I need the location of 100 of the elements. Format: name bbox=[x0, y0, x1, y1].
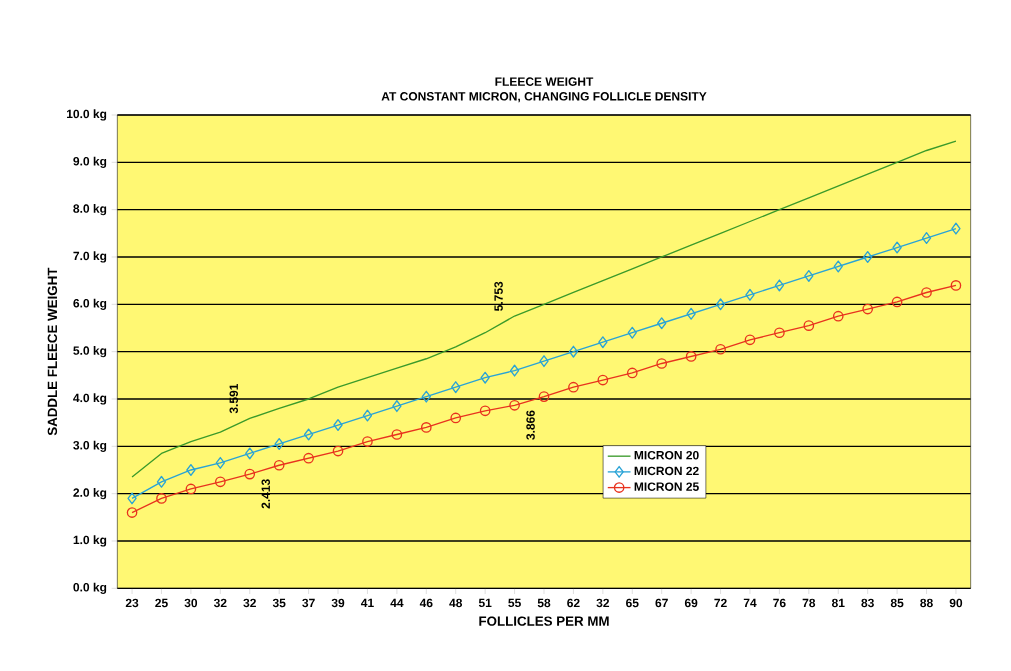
data-label: 5.753 bbox=[494, 281, 503, 311]
point bbox=[951, 222, 961, 235]
y-tick-label: 2.0 kg bbox=[73, 488, 107, 500]
legend-label: MICRON 20 bbox=[634, 450, 699, 460]
y-tick-label: 6.0 kg bbox=[73, 298, 107, 310]
x-tick-label: 55 bbox=[508, 598, 521, 608]
point bbox=[598, 336, 608, 349]
point bbox=[156, 493, 167, 504]
point bbox=[539, 355, 549, 368]
x-tick-label: 25 bbox=[155, 598, 168, 608]
point bbox=[804, 269, 814, 282]
y-tick-label: 8.0 kg bbox=[73, 204, 107, 216]
y-tick-label: 1.0 kg bbox=[73, 535, 107, 547]
x-tick-label: 65 bbox=[626, 598, 639, 608]
x-tick-label: 74 bbox=[743, 598, 757, 607]
point bbox=[156, 475, 167, 488]
point bbox=[303, 452, 314, 464]
point bbox=[627, 326, 637, 339]
point bbox=[833, 260, 843, 273]
point bbox=[479, 405, 491, 417]
x-tick-label: 35 bbox=[272, 598, 286, 608]
point bbox=[186, 463, 196, 476]
point bbox=[685, 351, 697, 362]
x-tick-label: 30 bbox=[184, 598, 198, 608]
x-tick-label: 37 bbox=[302, 598, 315, 608]
point bbox=[832, 310, 844, 322]
point bbox=[451, 381, 461, 394]
point bbox=[450, 412, 462, 424]
point bbox=[215, 456, 225, 469]
point bbox=[509, 364, 520, 377]
point bbox=[244, 468, 256, 480]
point bbox=[568, 381, 579, 393]
y-tick-label: 3.0 kg bbox=[73, 440, 107, 452]
x-tick-label: 32 bbox=[596, 598, 610, 608]
x-tick-label: 39 bbox=[331, 598, 345, 608]
x-tick-label: 78 bbox=[802, 598, 816, 608]
x-tick-label: 46 bbox=[419, 598, 433, 608]
point bbox=[421, 390, 431, 403]
x-tick-label: 76 bbox=[773, 598, 786, 608]
point bbox=[245, 447, 255, 460]
y-tick-label: 10.0 kg bbox=[67, 109, 107, 121]
y-tick-label: 4.0 kg bbox=[73, 393, 107, 405]
point bbox=[892, 241, 902, 254]
point bbox=[568, 345, 579, 358]
chart-subtitle: AT CONSTANT MICRON, CHANGING FOLLICLE DENSITY bbox=[381, 92, 707, 103]
point bbox=[333, 419, 343, 432]
y-axis-title: SADDLE FLEECE WEIGHT bbox=[47, 267, 58, 436]
point bbox=[362, 409, 373, 422]
point bbox=[686, 307, 696, 320]
point bbox=[127, 492, 137, 505]
x-tick-label: 51 bbox=[478, 598, 492, 608]
x-tick-label: 88 bbox=[920, 598, 933, 608]
x-tick-label: 23 bbox=[125, 598, 139, 608]
x-tick-label: 90 bbox=[949, 598, 963, 608]
point bbox=[657, 317, 667, 330]
point bbox=[803, 320, 815, 331]
point bbox=[891, 296, 903, 308]
point bbox=[921, 232, 932, 245]
point bbox=[597, 374, 609, 386]
x-tick-label: 44 bbox=[390, 598, 404, 607]
x-tick-label: 83 bbox=[861, 598, 874, 608]
point bbox=[656, 358, 668, 369]
point bbox=[480, 371, 490, 384]
point bbox=[274, 437, 284, 450]
point bbox=[715, 343, 726, 355]
x-tick-label: 48 bbox=[449, 598, 463, 608]
point bbox=[185, 483, 197, 495]
point bbox=[273, 459, 285, 471]
y-tick-label: 5.0 kg bbox=[73, 346, 107, 358]
point bbox=[126, 507, 138, 518]
x-tick-label: 32 bbox=[243, 598, 256, 608]
chart-title: FLEECE WEIGHT bbox=[495, 77, 594, 86]
legend-label: MICRON 22 bbox=[634, 466, 699, 476]
data-label: 3.866 bbox=[526, 410, 535, 440]
point bbox=[332, 445, 344, 457]
y-tick-label: 7.0 kg bbox=[73, 251, 107, 263]
x-tick-label: 58 bbox=[537, 598, 551, 608]
y-tick-label: 0.0 kg bbox=[73, 582, 107, 594]
point bbox=[538, 391, 550, 402]
point bbox=[391, 429, 403, 440]
x-tick-label: 67 bbox=[655, 598, 668, 608]
point bbox=[362, 436, 373, 447]
point bbox=[392, 400, 402, 413]
x-tick-label: 32 bbox=[213, 598, 227, 608]
point bbox=[863, 250, 873, 263]
point bbox=[950, 280, 962, 291]
point bbox=[509, 399, 520, 411]
y-tick-label: 9.0 kg bbox=[73, 156, 107, 168]
point bbox=[420, 422, 432, 433]
point bbox=[774, 327, 785, 339]
x-axis-title: FOLLICLES PER MM bbox=[479, 616, 609, 626]
point bbox=[214, 476, 226, 488]
x-tick-label: 69 bbox=[684, 598, 698, 608]
point bbox=[744, 334, 756, 346]
x-tick-label: 81 bbox=[831, 598, 845, 608]
point bbox=[626, 367, 638, 379]
legend-label: MICRON 25 bbox=[634, 482, 699, 491]
x-tick-label: 72 bbox=[714, 598, 727, 608]
x-tick-label: 62 bbox=[567, 598, 580, 608]
x-tick-label: 41 bbox=[360, 598, 374, 607]
